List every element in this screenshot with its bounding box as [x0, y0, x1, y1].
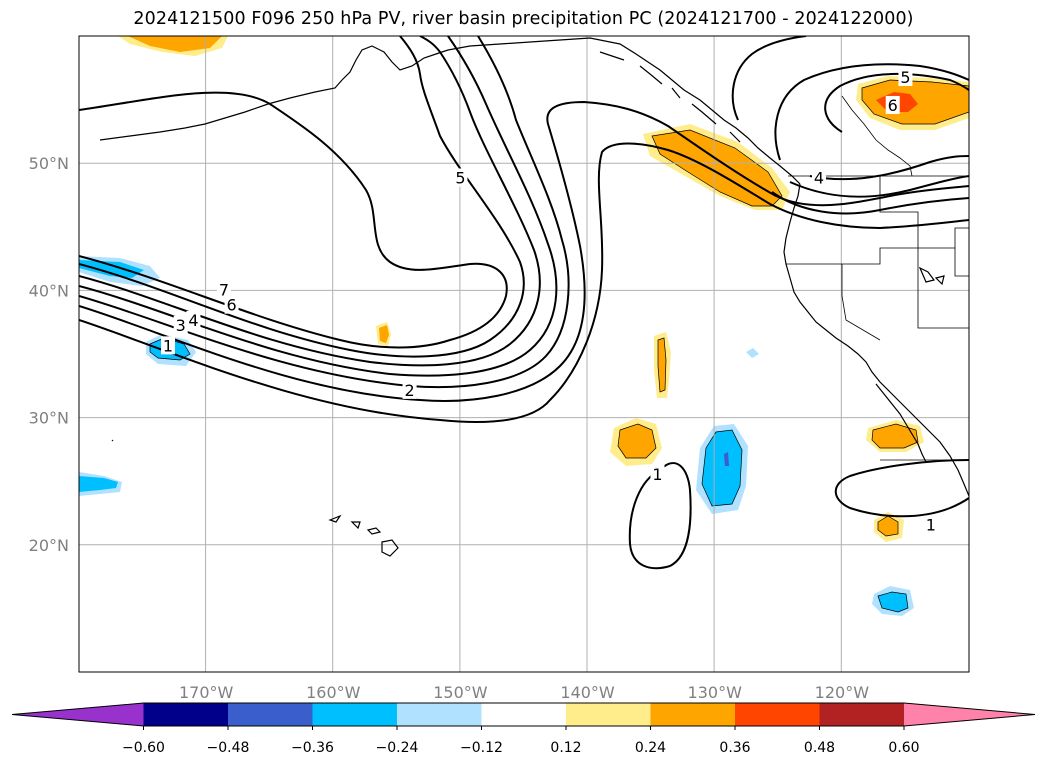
colorbar-tick-label: −0.48 [207, 740, 250, 756]
precip-negative-core [878, 592, 908, 612]
colorbar-tick-label: 0.48 [804, 740, 835, 756]
contour-label-bg [453, 168, 468, 187]
contour-label: 2 [404, 381, 414, 400]
pv-contours [79, 36, 969, 570]
pv-contour [809, 155, 969, 181]
contour-label: 5 [900, 68, 910, 87]
contour-label-bg [923, 515, 938, 534]
pv-contour [731, 36, 807, 121]
coastlines [99, 37, 969, 557]
contour-label: 7 [219, 280, 229, 299]
contour-label: 1 [926, 516, 936, 535]
latitude-labels: 50°N 40°N 30°N 20°N [29, 154, 69, 555]
precip-negative-core [702, 430, 742, 506]
colorbar-segment [143, 703, 229, 726]
colorbar-tick-label: −0.60 [122, 740, 165, 756]
colorbar-tick-label: 0.12 [550, 740, 581, 756]
lon-tick-label: 130°W [688, 683, 743, 702]
precip-negative-core [79, 476, 118, 492]
contour-label: 3 [176, 316, 186, 335]
precip-positive-core [379, 325, 389, 343]
pv-contour [79, 91, 508, 349]
pv-contour [789, 175, 969, 198]
pv-contour [771, 191, 969, 215]
contour-label: 5 [455, 168, 465, 187]
colorbar-segment [312, 703, 398, 726]
pv-contour [79, 36, 558, 377]
colorbar-tick-label: 0.36 [719, 740, 750, 756]
contour-label-bg [402, 380, 417, 399]
lat-tick-label: 50°N [29, 154, 69, 173]
pv-contour [79, 100, 969, 402]
lon-tick-label: 170°W [179, 683, 234, 702]
colorbar-tick-label: 0.60 [888, 740, 919, 756]
colorbar-tick-label: −0.36 [291, 740, 334, 756]
contour-label-bg [186, 310, 201, 329]
colorbar-extend-low [12, 703, 144, 726]
pv-contour [79, 36, 570, 389]
contour-label: 6 [888, 96, 898, 115]
map-gridlines [79, 36, 969, 672]
colorbar-extend-high [904, 703, 1035, 726]
colorbar-segment [819, 703, 905, 726]
contour-label-bg [216, 280, 231, 299]
precip-positive-core [652, 130, 782, 206]
precip-negative-dark-core [724, 452, 729, 466]
colorbar-segment [566, 703, 651, 726]
pv-contour [79, 36, 525, 358]
lon-tick-label: 160°W [306, 683, 361, 702]
colorbar-tick-label: −0.12 [460, 740, 503, 756]
contour-label-bg [161, 336, 175, 355]
contour-label-bg [173, 316, 188, 335]
contour-label-bg [898, 67, 913, 86]
colorbar-segment [397, 703, 482, 726]
lon-tick-label: 120°W [815, 683, 870, 702]
colorbar-tick-label: −0.24 [376, 740, 419, 756]
pv-contour [79, 36, 541, 367]
precip-positive-core [878, 516, 898, 536]
precip-shading [79, 36, 969, 616]
contour-label: 4 [188, 311, 198, 330]
colorbar-segment [650, 703, 736, 726]
precip-positive-core [872, 424, 918, 448]
precip-positive-core [658, 338, 666, 392]
contour-label-bg [811, 168, 826, 187]
longitude-labels: 170°W 160°W 150°W 140°W 130°W 120°W [179, 683, 869, 702]
precip-positive-core [128, 36, 222, 52]
pv-contour [79, 142, 969, 423]
pv-contour [774, 63, 969, 161]
contour-label-bg [885, 95, 900, 114]
colorbar-segment [735, 703, 820, 726]
colorbar: −0.60 −0.48 −0.36 −0.24 −0.12 0.12 0.24 0.36 0.4… [11, 702, 1036, 756]
contour-label-bg [224, 295, 239, 314]
lat-tick-label: 20°N [29, 536, 69, 555]
colorbar-segment [481, 703, 567, 726]
precip-negative-core [79, 260, 144, 278]
lat-tick-label: 30°N [29, 409, 69, 428]
contour-label: 6 [226, 296, 236, 315]
pv-contour [834, 459, 969, 518]
pv-contour [824, 72, 969, 133]
lon-tick-label: 140°W [560, 683, 615, 702]
contour-label: 1 [163, 336, 173, 355]
lat-tick-label: 40°N [29, 281, 69, 300]
colorbar-segment [228, 703, 313, 726]
lon-tick-label: 150°W [433, 683, 488, 702]
contour-label: 4 [814, 168, 824, 187]
contour-label: 1 [652, 465, 662, 484]
precip-positive-core [618, 424, 656, 458]
map-frame [78, 35, 970, 673]
precip-negative-area [746, 348, 759, 358]
chart-title: 2024121500 F096 250 hPa PV, river basin … [133, 9, 914, 29]
colorbar-tick-label: 0.24 [635, 740, 666, 756]
contour-label-bg [650, 464, 665, 483]
pv-contour [628, 462, 692, 570]
